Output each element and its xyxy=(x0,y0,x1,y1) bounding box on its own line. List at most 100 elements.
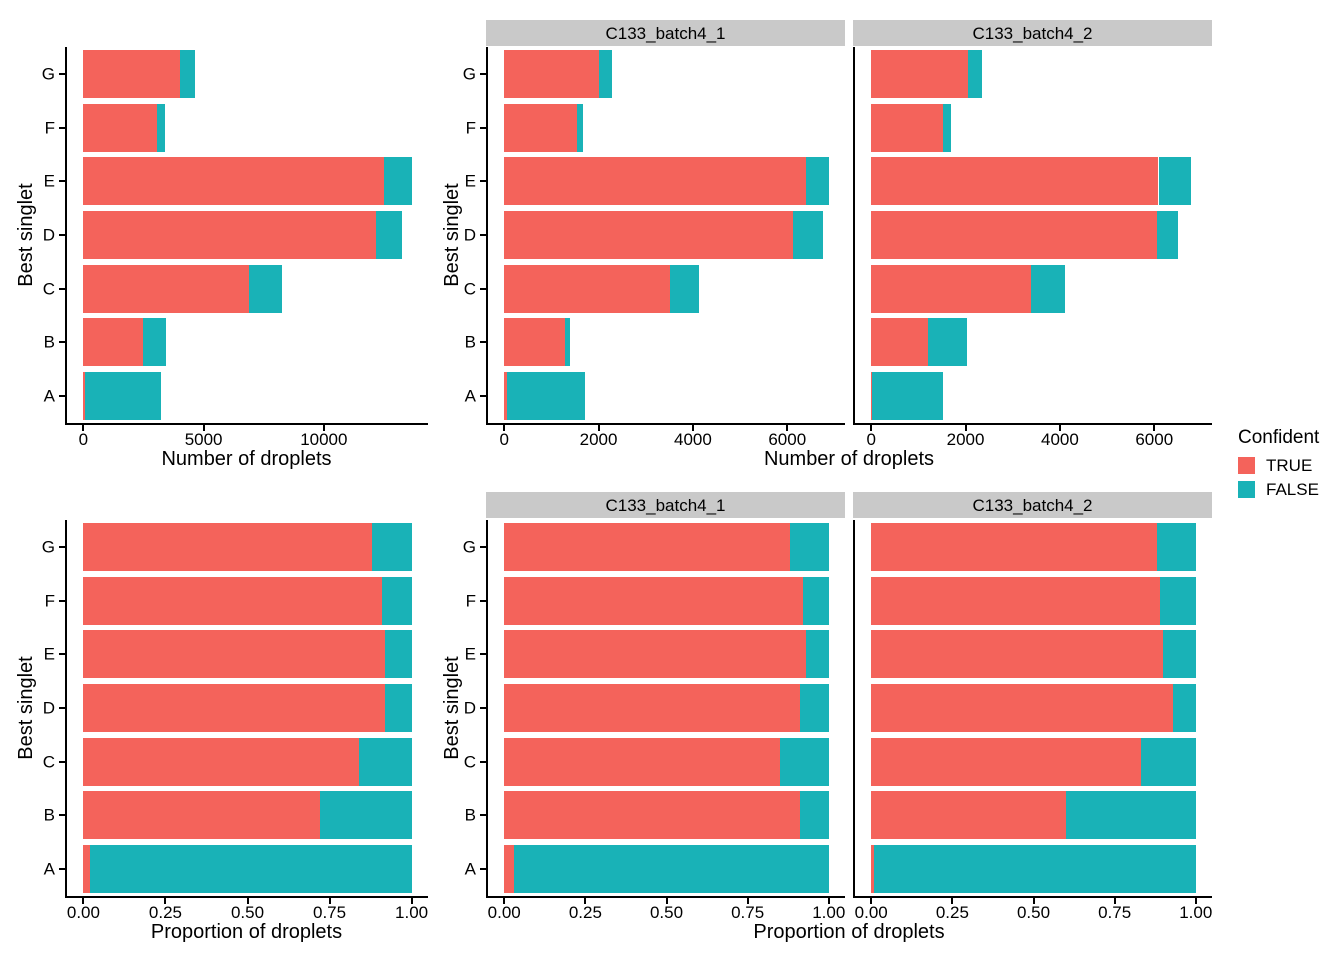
bar-true-segment xyxy=(871,630,1164,679)
bar-true-segment xyxy=(871,211,1158,259)
bar-false-segment xyxy=(793,211,823,259)
x-tick-label: 4000 xyxy=(1040,430,1079,449)
bar-true-segment xyxy=(83,684,386,732)
y-tick-label: C xyxy=(42,279,55,299)
y-tick xyxy=(59,287,65,290)
bar-false-segment xyxy=(943,103,951,152)
bar-true-segment xyxy=(83,522,373,571)
x-tick xyxy=(1113,898,1116,904)
bar-true-segment xyxy=(871,264,1031,313)
bar-true-segment xyxy=(504,49,599,98)
y-tick xyxy=(59,707,65,709)
bar-true-segment xyxy=(83,845,90,894)
x-tick-label: 0.50 xyxy=(230,903,265,922)
x-tick-label: 1.00 xyxy=(812,903,846,922)
facet-strip-label: C133_batch4_1 xyxy=(605,23,726,43)
bar-false-segment xyxy=(506,372,586,421)
y-tick-label: G xyxy=(462,64,476,84)
y-tick-label: B xyxy=(464,805,476,825)
x-tick xyxy=(164,898,167,904)
x-tick xyxy=(951,898,954,904)
y-tick-label: B xyxy=(464,332,476,352)
x-tick-label: 0.75 xyxy=(731,903,765,922)
x-tick-label: 6000 xyxy=(1135,430,1174,449)
bar-true-segment xyxy=(83,103,157,152)
x-tick-label: 1.00 xyxy=(1179,903,1213,922)
x-axis-title: Proportion of droplets xyxy=(753,921,945,943)
y-tick-label: D xyxy=(42,698,55,718)
bar-true-segment xyxy=(83,576,383,625)
bar-true-segment xyxy=(871,684,1174,732)
x-tick xyxy=(328,898,331,904)
panel xyxy=(486,520,845,898)
y-tick xyxy=(480,599,486,602)
x-tick xyxy=(1032,898,1035,904)
y-tick-label: F xyxy=(44,591,55,611)
x-tick xyxy=(503,898,506,904)
y-tick xyxy=(480,868,486,871)
panel xyxy=(65,520,428,898)
bar-false-segment xyxy=(669,264,699,313)
x-tick-label: 0.00 xyxy=(854,903,888,922)
x-tick xyxy=(964,425,967,431)
legend-title: Confident xyxy=(1238,427,1320,448)
bar-true-segment xyxy=(83,49,180,98)
legend-label-true: TRUE xyxy=(1266,456,1313,475)
bar-false-segment xyxy=(872,372,943,421)
y-tick-label: E xyxy=(43,171,55,191)
x-axis-title: Number of droplets xyxy=(161,448,332,470)
x-tick-label: 4000 xyxy=(673,430,712,449)
y-tick xyxy=(480,760,486,763)
y-tick xyxy=(59,814,65,817)
bar-true-segment xyxy=(871,737,1141,786)
bar-false-segment xyxy=(1030,264,1065,313)
bar-true-segment xyxy=(871,576,1161,625)
bar-true-segment xyxy=(83,737,360,786)
y-tick-label: D xyxy=(463,698,476,718)
x-tick-label: 10000 xyxy=(300,430,348,449)
y-tick-label: D xyxy=(42,225,55,245)
y-tick-label: A xyxy=(43,386,55,406)
bar-false-segment xyxy=(1157,211,1178,259)
legend: Confident TRUE FALSE xyxy=(1238,428,1319,505)
bar-true-segment xyxy=(871,845,875,894)
y-tick-label: F xyxy=(44,118,55,138)
y-tick xyxy=(480,126,486,129)
x-axis-title: Number of droplets xyxy=(763,448,935,470)
y-axis-title: Best singlet xyxy=(441,656,463,760)
y-axis-title: Best singlet xyxy=(15,183,37,287)
y-tick xyxy=(59,599,65,602)
facet-strip-label: C133_batch4_2 xyxy=(972,23,1093,43)
y-tick xyxy=(59,868,65,871)
y-tick xyxy=(480,707,486,709)
y-tick-label: C xyxy=(463,752,476,772)
y-tick-label: D xyxy=(463,225,476,245)
bar-false-segment xyxy=(780,737,829,786)
x-tick-label: 0 xyxy=(499,430,509,449)
x-axis-title: Proportion of droplets xyxy=(150,921,343,943)
x-tick-label: 0 xyxy=(866,430,876,449)
bar-true-segment xyxy=(504,318,565,367)
facet-strip: C133_batch4_2 xyxy=(853,492,1212,518)
x-tick xyxy=(786,425,789,431)
bar-false-segment xyxy=(1156,522,1196,571)
x-tick xyxy=(1194,898,1197,904)
y-tick-label: G xyxy=(462,537,476,557)
legend-swatch-true-icon xyxy=(1238,457,1255,474)
y-tick-label: E xyxy=(464,171,476,191)
panel xyxy=(65,47,428,425)
bar-false-segment xyxy=(874,845,1196,894)
x-tick xyxy=(827,898,830,904)
y-tick-label: F xyxy=(465,118,476,138)
x-tick-label: 2000 xyxy=(946,430,985,449)
y-tick-label: F xyxy=(465,591,476,611)
x-tick-label: 0 xyxy=(78,430,89,449)
x-tick-label: 0.75 xyxy=(312,903,347,922)
bar-false-segment xyxy=(1173,684,1196,732)
bar-false-segment xyxy=(89,845,412,894)
bar-false-segment xyxy=(927,318,967,367)
bar-false-segment xyxy=(513,845,829,894)
bar-false-segment xyxy=(1065,791,1196,840)
bar-true-segment xyxy=(504,211,794,259)
